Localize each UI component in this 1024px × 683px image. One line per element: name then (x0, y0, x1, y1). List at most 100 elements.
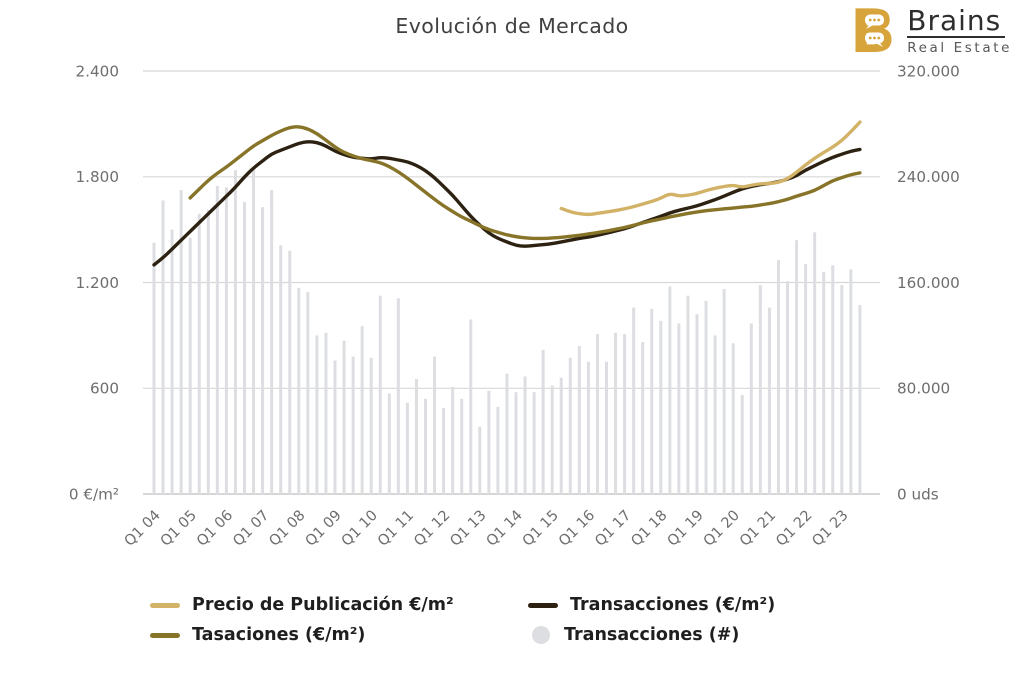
x-axis-label: Q1 19 (665, 508, 707, 550)
x-axis-label: Q1 16 (556, 508, 598, 550)
bar (243, 201, 246, 494)
bar (668, 286, 672, 494)
legend-column: Transacciones (€/m²) Transacciones (#) (528, 590, 906, 650)
legend-item-label: Precio de Publicación €/m² (192, 595, 454, 615)
bar (197, 213, 201, 495)
x-axis-label: Q1 18 (628, 508, 670, 550)
legend-line-swatch-icon (150, 632, 180, 638)
y-axis-left-labels: 2.400 1.800 1.200 600 0 €/m² (69, 62, 119, 503)
bar (659, 320, 663, 494)
bar (306, 291, 310, 494)
x-axis-label: Q1 14 (484, 508, 526, 550)
legend-item-transacciones-precio[interactable]: Transacciones (€/m²) (528, 590, 906, 620)
bar (270, 190, 274, 494)
bar (188, 237, 192, 494)
bar (161, 200, 165, 494)
bar (233, 170, 237, 494)
bar (858, 305, 862, 494)
bar (822, 271, 826, 494)
legend-line-swatch-icon (528, 602, 558, 608)
bar (424, 398, 427, 494)
speech-bubble-bottom-icon (865, 32, 885, 48)
legend-item-transacciones-numero[interactable]: Transacciones (#) (528, 620, 906, 650)
x-axis-label: Q1 12 (411, 508, 453, 550)
x-axis-label: Q1 09 (303, 508, 345, 550)
bar (577, 346, 581, 494)
y-axis-label: 2.400 (76, 62, 119, 80)
brand-text: Brains Real Estate (907, 6, 1012, 56)
y-axis-label: 0 €/m² (69, 485, 119, 503)
bar (677, 323, 681, 494)
bar (695, 314, 699, 494)
bar (767, 307, 771, 494)
x-axis-label: Q1 17 (592, 508, 634, 550)
bar (541, 349, 545, 494)
bar (469, 319, 473, 494)
bar (351, 356, 355, 494)
bar (378, 295, 382, 494)
bar (840, 285, 844, 494)
bar (740, 394, 744, 494)
brand-logo: B Brains Real Estate (852, 6, 1012, 57)
bar (369, 357, 373, 494)
bar (360, 326, 364, 494)
bar (487, 390, 491, 494)
series-line (559, 120, 862, 217)
bar (758, 285, 762, 494)
y-axis-label: 160.000 (897, 274, 960, 292)
bar (252, 168, 256, 495)
x-axis-label: Q1 23 (809, 508, 851, 550)
x-axis-label: Q1 04 (122, 508, 164, 550)
bar (496, 406, 500, 494)
legend-item-label: Tasaciones (€/m²) (192, 625, 366, 645)
bar (460, 398, 464, 494)
bar (722, 289, 726, 494)
svg-text:B: B (852, 6, 896, 56)
bar (315, 335, 319, 494)
brand-name: Brains (907, 6, 1006, 39)
bar (505, 373, 509, 494)
y-axis-label: 240.000 (897, 168, 960, 186)
series-line (188, 125, 862, 241)
bar (333, 360, 337, 494)
bar (532, 392, 536, 494)
bar (414, 379, 418, 494)
bar (623, 334, 627, 494)
chart-title: Evolución de Mercado (395, 14, 629, 38)
bar (831, 265, 835, 494)
bar (324, 332, 328, 494)
brand-logo-icon: B (852, 6, 896, 56)
legend-item-tasaciones[interactable]: Tasaciones (€/m²) (150, 620, 528, 650)
x-axis-label: Q1 15 (520, 508, 562, 550)
legend-column: Precio de Publicación €/m² Tasaciones (€/… (150, 590, 528, 650)
grid-lines (143, 70, 880, 495)
bar (342, 340, 346, 494)
bar (478, 426, 482, 494)
bar (776, 260, 780, 494)
x-axis-label: Q1 20 (701, 508, 743, 550)
transactions-bars (152, 168, 862, 495)
bar (641, 342, 645, 494)
bar (849, 269, 853, 494)
x-axis-label: Q1 08 (266, 508, 308, 550)
y-axis-label: 320.000 (897, 62, 960, 80)
y-axis-label: 0 uds (897, 485, 939, 503)
legend-item-precio-publicacion[interactable]: Precio de Publicación €/m² (150, 590, 528, 620)
bar (559, 377, 563, 494)
series-line (152, 140, 862, 267)
bar (605, 361, 608, 494)
bar (632, 307, 636, 494)
bar (387, 393, 391, 494)
chart-canvas: 2.400 1.800 1.200 600 0 €/m² 320.000 240.000 16… (69, 62, 960, 550)
legend-circle-swatch-icon (532, 626, 550, 644)
bar (704, 301, 708, 494)
bar (713, 335, 717, 494)
y-axis-label: 80.000 (897, 380, 950, 398)
speech-bubble-top-icon (865, 14, 885, 30)
bar (786, 281, 789, 494)
bar (206, 209, 210, 495)
bar (550, 385, 554, 494)
x-axis-label: Q1 05 (158, 508, 200, 550)
brand-subtitle: Real Estate (907, 40, 1012, 57)
bar (215, 186, 219, 494)
